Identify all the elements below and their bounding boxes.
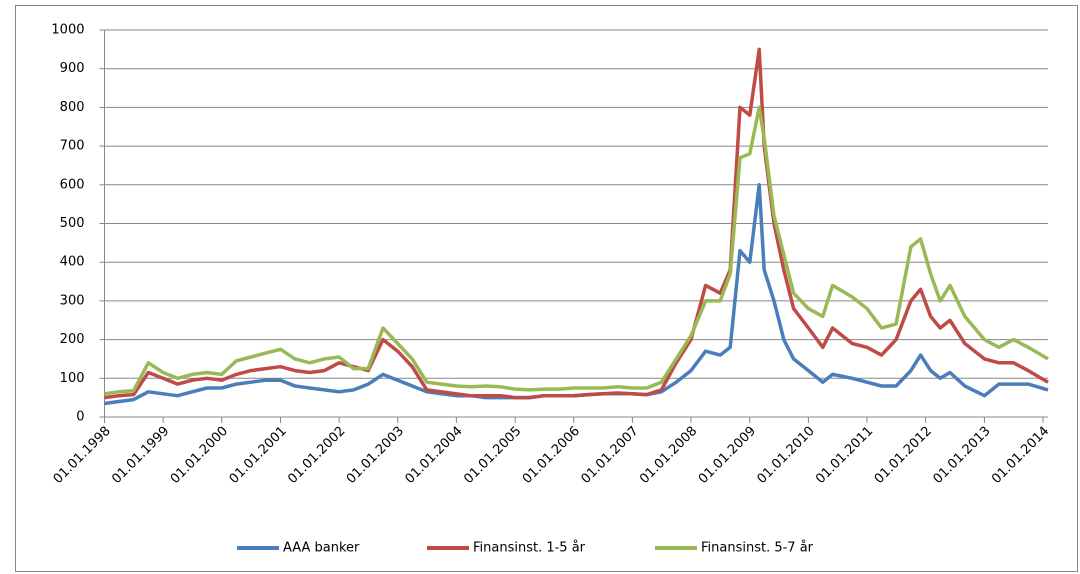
legend-label: AAA banker — [283, 541, 360, 556]
y-tick-label: 500 — [60, 216, 85, 231]
y-tick-label: 900 — [60, 61, 85, 76]
y-tick-label: 600 — [60, 177, 85, 192]
y-tick-label: 100 — [60, 371, 85, 386]
y-tick-label: 700 — [60, 139, 85, 154]
y-tick-label: 200 — [60, 332, 85, 347]
series-line — [104, 47, 1049, 400]
y-tick-label: 1000 — [51, 23, 84, 38]
y-tick-label: 0 — [76, 410, 84, 425]
chart-frame — [15, 5, 1078, 572]
y-tick-label: 400 — [60, 255, 85, 270]
legend-label: Finansinst. 1-5 år — [473, 541, 586, 556]
series-line — [104, 105, 1049, 396]
legend-label: Finansinst. 5-7 år — [701, 541, 814, 556]
y-tick-label: 300 — [60, 293, 85, 308]
y-tick-label: 800 — [60, 100, 85, 115]
